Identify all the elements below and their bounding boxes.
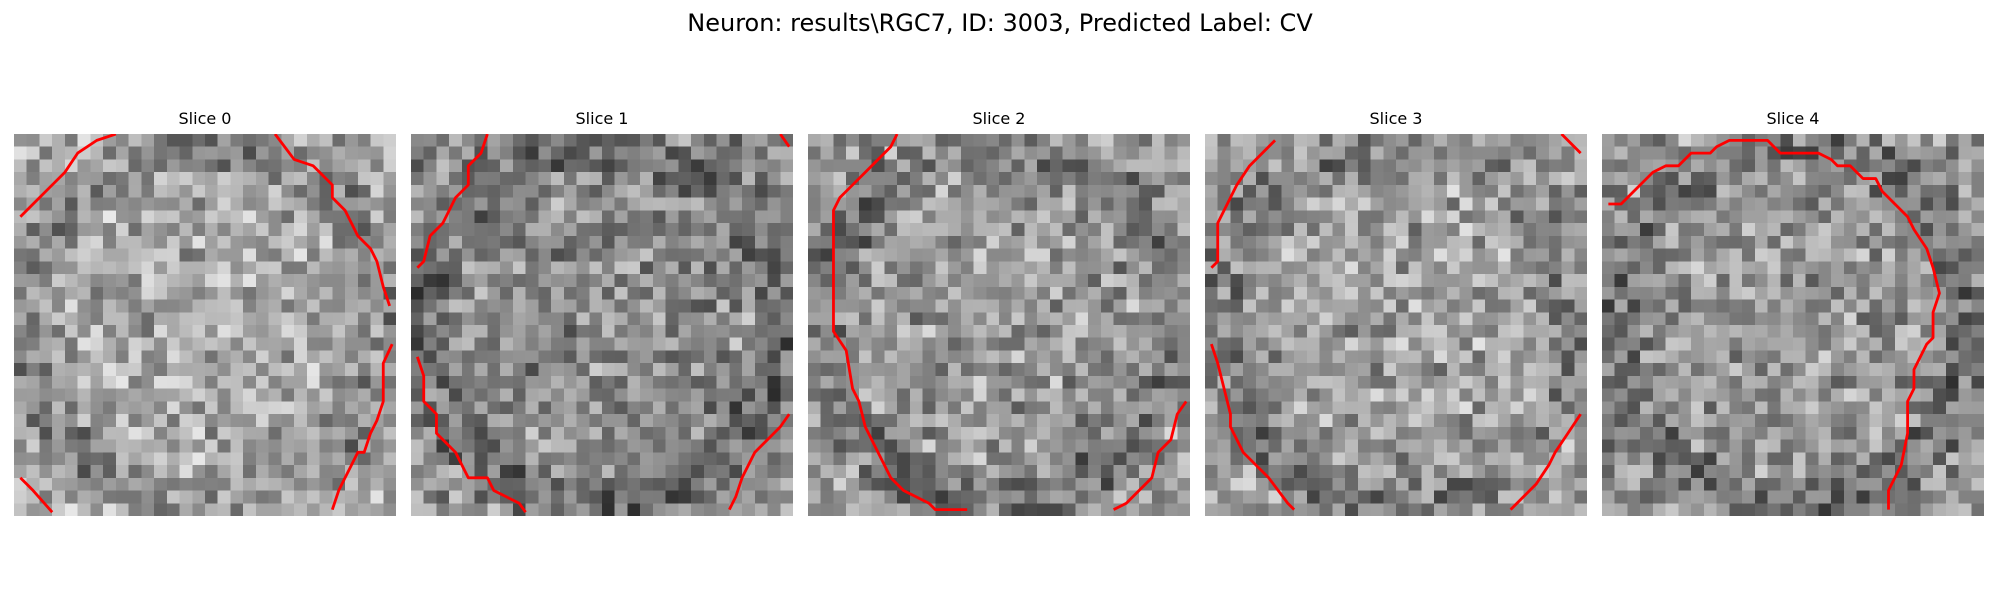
slice-title-4: Slice 4 [1766,109,1820,128]
slice-panel-0: Slice 0 [14,108,396,518]
segmentation-contour [416,134,489,269]
slice-image-1[interactable] [411,134,793,516]
segmentation-contour [19,134,117,218]
segmentation-contour [273,134,391,307]
pixel-grid [411,134,793,516]
pixel-grid [14,134,396,516]
slice-panel-3: Slice 3 [1205,108,1587,518]
segmentation-contour [1210,343,1296,511]
slice-image-0[interactable] [14,134,396,516]
pixel-grid [808,134,1190,516]
segmentation-contour [416,356,527,513]
slice-image-3[interactable] [1205,134,1587,516]
slice-title-0: Slice 0 [178,109,232,128]
slice-title-3: Slice 3 [1369,109,1423,128]
slice-title-1: Slice 1 [575,109,629,128]
pixel-grid [1205,134,1587,516]
segmentation-contour [1560,134,1582,155]
slice-panel-4: Slice 4 [1602,108,1984,518]
segmentation-contour [728,413,791,511]
slice-panel-2: Slice 2 [808,108,1190,518]
segmentation-contour [1112,400,1188,511]
segmentation-contour [19,476,54,514]
slice-image-2[interactable] [808,134,1190,516]
segmentation-contour [1608,138,1941,510]
segmentation-contour [779,134,791,148]
slice-panel-1: Slice 1 [411,108,793,518]
slice-image-4[interactable] [1602,134,1984,516]
figure-title: Neuron: results\RGC7, ID: 3003, Predicte… [687,9,1313,37]
segmentation-contour [1509,413,1582,511]
pixel-grid [1602,134,1984,516]
segmentation-contour [331,343,394,511]
segmentation-contour [832,134,968,512]
slice-title-2: Slice 2 [972,109,1026,128]
segmentation-contour [1210,139,1277,269]
